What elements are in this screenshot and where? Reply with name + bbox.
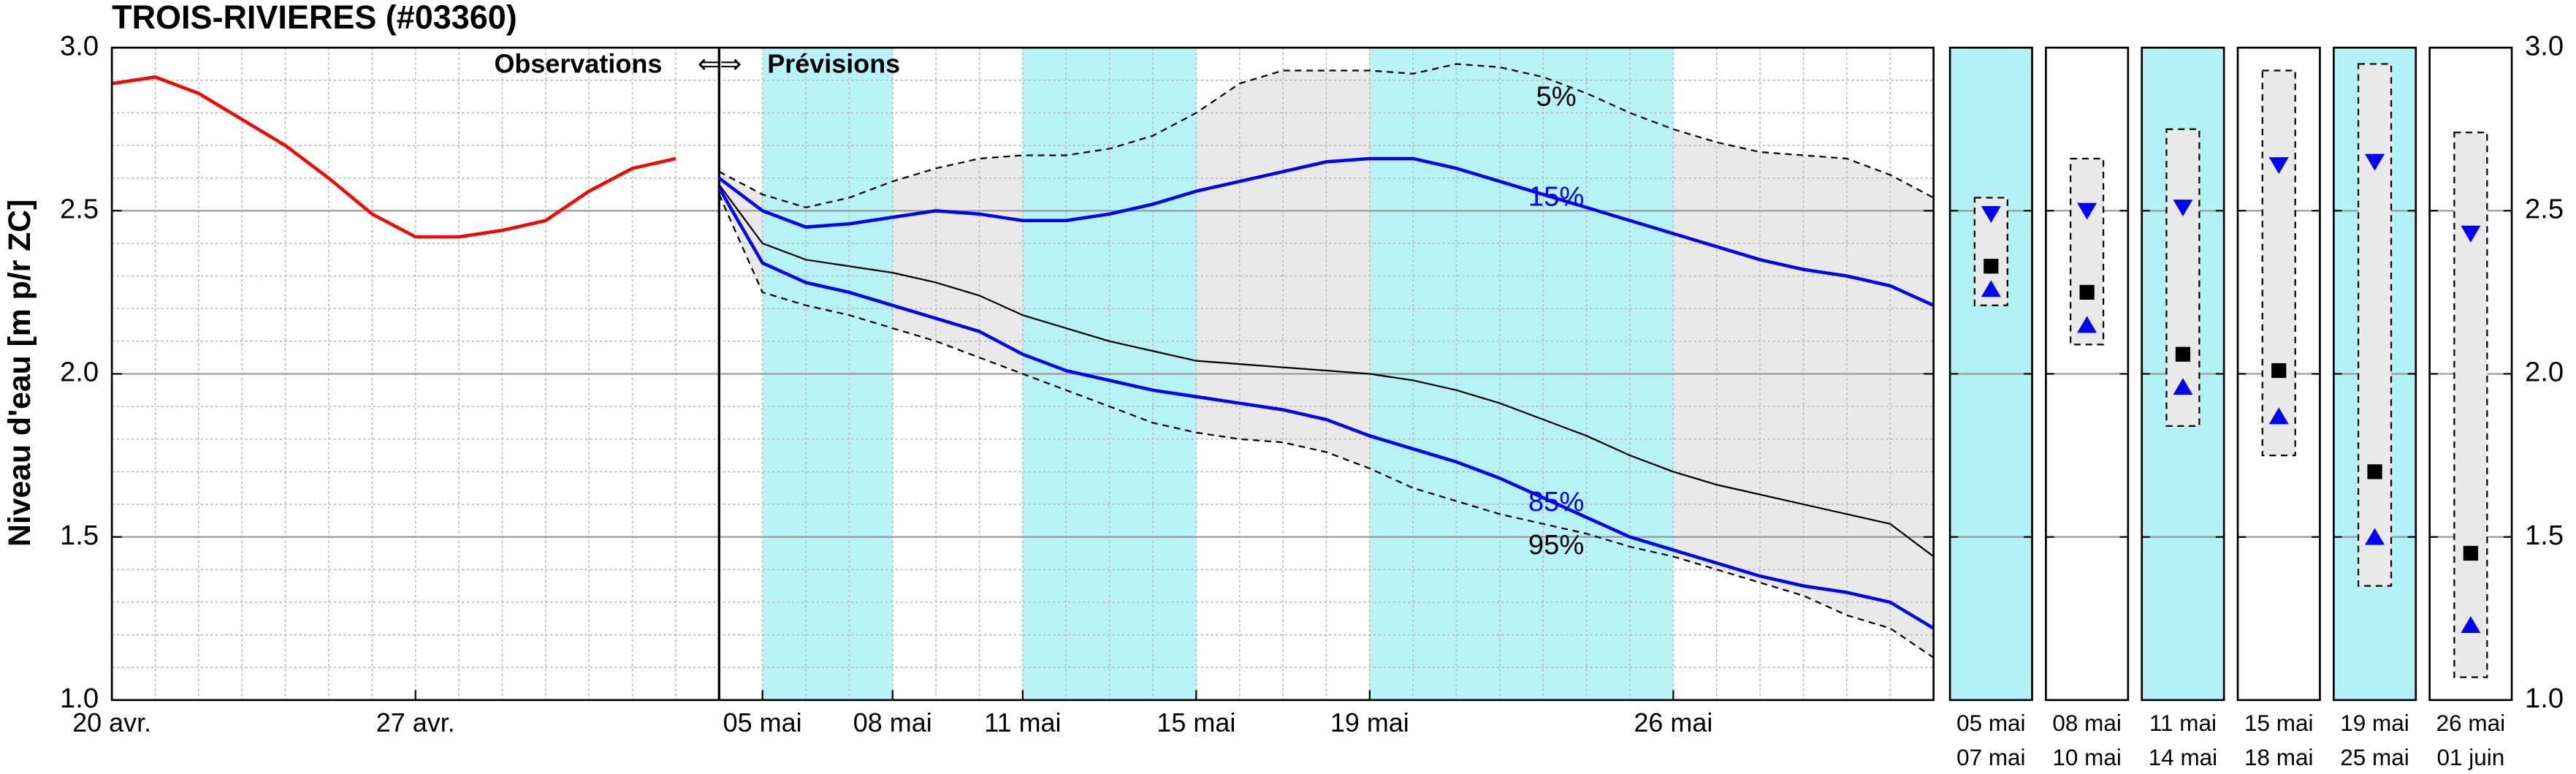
lower-marker	[1981, 280, 2001, 297]
panel-label: 18 mai	[2244, 745, 2313, 770]
panel-label: 07 mai	[1956, 745, 2025, 770]
x-tick-label: 27 avr.	[376, 707, 455, 737]
upper-marker	[2077, 202, 2097, 220]
panel-label: 25 mai	[2340, 745, 2409, 770]
x-tick-label: 05 mai	[723, 707, 802, 737]
series-line	[718, 194, 1935, 659]
y-tick-label: 1.5	[60, 520, 99, 551]
panel-label: 08 mai	[2052, 710, 2121, 736]
panel-label: 19 mai	[2340, 710, 2409, 736]
y-tick-label: 2.5	[60, 193, 99, 224]
median-marker	[2175, 346, 2191, 362]
upper-marker	[2461, 225, 2481, 243]
text-layer: 1.0 1.5 2.0 2.5 3.0 20 avr. 27 avr. 05 mai 08 ma…	[60, 30, 2564, 770]
panel-label: 15 mai	[2244, 710, 2313, 736]
panel-label: 10 mai	[2052, 745, 2121, 770]
annotation: Observations	[494, 48, 662, 78]
lower-marker	[2268, 407, 2289, 425]
panel-label: 11 mai	[2149, 710, 2217, 736]
panel-frame	[2428, 46, 2513, 702]
series-label: 15%	[1528, 181, 1585, 212]
range-box	[2453, 132, 2488, 678]
x-tick-label: 19 mai	[1330, 707, 1409, 737]
series-line	[717, 186, 1935, 630]
median-marker	[2271, 363, 2287, 379]
y-tick-label: 1.0	[60, 683, 99, 714]
chart-title: TROIS-RIVIERES (#03360)	[112, 0, 517, 36]
median-marker	[2367, 464, 2382, 479]
range-box	[2070, 157, 2105, 346]
y2-tick-label: 1.5	[2525, 520, 2564, 551]
y2-tick-label: 2.5	[2525, 193, 2564, 224]
upper-marker	[2173, 200, 2193, 217]
y2-tick-label: 1.0	[2525, 683, 2564, 714]
panel-label: 05 mai	[1956, 710, 2025, 736]
annotation: ⇐⇒	[698, 48, 742, 78]
range-box	[2165, 128, 2200, 428]
annotation: Prévisions	[767, 48, 900, 78]
x-tick-label: 11 mai	[984, 707, 1061, 737]
median-marker	[1984, 259, 1999, 274]
y2-tick-label: 2.0	[2525, 357, 2564, 388]
lower-marker	[2461, 616, 2481, 633]
x-tick-label: 20 avr.	[72, 707, 151, 737]
panel-frame	[2332, 46, 2417, 702]
x-tick-label: 08 mai	[853, 707, 932, 737]
upper-marker	[2365, 153, 2385, 171]
x-tick-label: 15 mai	[1156, 707, 1235, 737]
series-label: 95%	[1528, 529, 1585, 561]
y-tick-label: 3.0	[60, 30, 99, 61]
lower-marker	[2077, 316, 2097, 333]
marks-layer	[111, 48, 2488, 700]
panel-frame	[2045, 46, 2130, 702]
median-marker	[2463, 545, 2478, 561]
series-label: 5%	[1536, 81, 1576, 113]
panel-frame	[2141, 46, 2225, 702]
series-label: 85%	[1528, 486, 1585, 517]
y-axis-label: Niveau d'eau [m p/r ZC]	[2, 200, 37, 547]
series-line	[717, 156, 1935, 307]
series-line	[718, 63, 1935, 209]
panel-label: 01 juin	[2436, 745, 2504, 770]
range-box	[2261, 69, 2296, 457]
y2-tick-label: 3.0	[2525, 30, 2564, 61]
panel-frame	[1948, 46, 2033, 702]
y-tick-label: 2.0	[60, 357, 99, 388]
series-line	[718, 183, 1935, 558]
range-box	[2357, 63, 2393, 587]
lower-marker	[2365, 528, 2385, 545]
x-tick-label: 26 mai	[1634, 707, 1712, 737]
plot-frame	[110, 46, 1935, 702]
upper-marker	[1981, 206, 2001, 223]
panel-label: 14 mai	[2149, 745, 2217, 770]
lower-marker	[2173, 378, 2193, 395]
median-marker	[2079, 284, 2095, 300]
panel-label: 26 mai	[2436, 710, 2505, 736]
series-line	[111, 75, 677, 239]
upper-marker	[2268, 157, 2289, 175]
panel-frame	[2236, 46, 2321, 702]
